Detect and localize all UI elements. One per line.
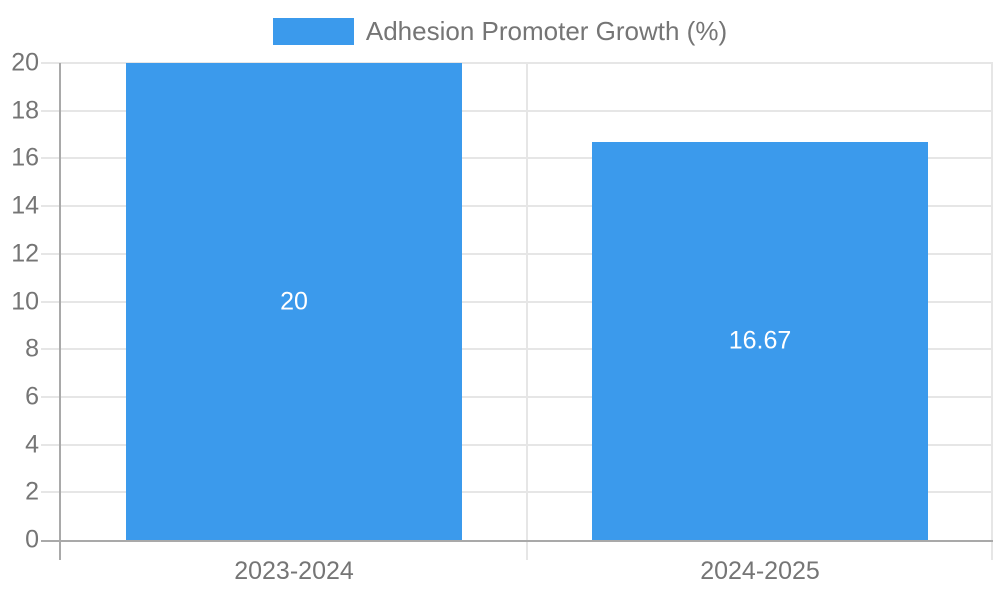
- chart-legend: Adhesion Promoter Growth (%): [0, 16, 1000, 47]
- plot-right-border: [991, 63, 993, 560]
- legend-swatch: [272, 18, 354, 45]
- y-tick-label: 0: [25, 525, 39, 554]
- y-tick: [41, 443, 61, 446]
- y-tick-label: 18: [11, 96, 39, 125]
- y-tick: [41, 252, 61, 255]
- y-tick-label: 12: [11, 239, 39, 268]
- y-tick-label: 16: [11, 143, 39, 172]
- x-category-label: 2023-2024: [234, 557, 354, 585]
- bar: 20: [126, 63, 462, 540]
- x-category-label: 2024-2025: [700, 557, 820, 585]
- x-axis-line: [41, 540, 993, 542]
- y-tick: [41, 157, 61, 160]
- y-tick: [41, 348, 61, 351]
- y-tick: [41, 300, 61, 303]
- bar-value-label: 16.67: [728, 326, 792, 355]
- y-axis-line: [59, 63, 61, 560]
- legend-label: Adhesion Promoter Growth (%): [365, 16, 728, 46]
- bar-value-label: 20: [280, 287, 308, 315]
- y-tick: [41, 395, 61, 398]
- y-tick: [41, 205, 61, 208]
- y-tick: [41, 491, 61, 494]
- y-tick: [41, 109, 61, 112]
- plot-area: 20 16.67: [41, 62, 993, 560]
- y-tick: [41, 62, 61, 64]
- y-tick-label: 10: [11, 287, 39, 315]
- y-tick-label: 8: [25, 334, 39, 363]
- y-tick-label: 2: [25, 477, 39, 506]
- bar: 16.67: [592, 142, 928, 540]
- y-tick-label: 6: [25, 382, 39, 411]
- category-separator: [526, 63, 528, 560]
- y-tick-label: 14: [11, 191, 39, 220]
- y-tick-label: 20: [11, 48, 39, 77]
- y-tick-label: 4: [25, 430, 39, 459]
